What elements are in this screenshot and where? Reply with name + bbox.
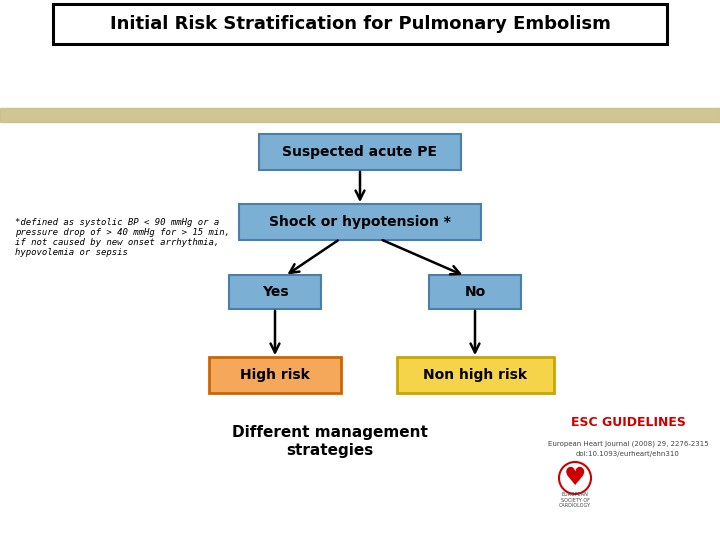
Text: Yes: Yes [261, 285, 288, 299]
Text: High risk: High risk [240, 368, 310, 382]
Text: European Heart Journal (2008) 29, 2276-2315: European Heart Journal (2008) 29, 2276-2… [548, 441, 708, 447]
FancyBboxPatch shape [429, 275, 521, 309]
Text: Non high risk: Non high risk [423, 368, 527, 382]
Text: Suspected acute PE: Suspected acute PE [282, 145, 438, 159]
Text: No: No [464, 285, 485, 299]
Text: Shock or hypotension *: Shock or hypotension * [269, 215, 451, 229]
FancyBboxPatch shape [239, 204, 481, 240]
FancyBboxPatch shape [209, 357, 341, 393]
Text: if not caused by new onset arrhythmia,: if not caused by new onset arrhythmia, [15, 238, 220, 247]
Text: strategies: strategies [287, 442, 374, 457]
Text: Initial Risk Stratification for Pulmonary Embolism: Initial Risk Stratification for Pulmonar… [109, 15, 611, 33]
Text: ♥: ♥ [564, 466, 586, 490]
Text: ESC GUIDELINES: ESC GUIDELINES [570, 415, 685, 429]
Text: *defined as systolic BP < 90 mmHg or a: *defined as systolic BP < 90 mmHg or a [15, 218, 220, 227]
FancyBboxPatch shape [259, 134, 461, 170]
Text: Different management: Different management [232, 424, 428, 440]
Text: doi:10.1093/eurheart/ehn310: doi:10.1093/eurheart/ehn310 [576, 451, 680, 457]
FancyBboxPatch shape [229, 275, 321, 309]
FancyBboxPatch shape [53, 4, 667, 44]
Bar [0, 108, 720, 122]
Text: EUROPEAN
SOCIETY OF
CARDIOLOGY: EUROPEAN SOCIETY OF CARDIOLOGY [559, 492, 591, 508]
FancyBboxPatch shape [397, 357, 554, 393]
Text: pressure drop of > 40 mmHg for > 15 min,: pressure drop of > 40 mmHg for > 15 min, [15, 228, 230, 237]
Text: hypovolemia or sepsis: hypovolemia or sepsis [15, 248, 128, 257]
